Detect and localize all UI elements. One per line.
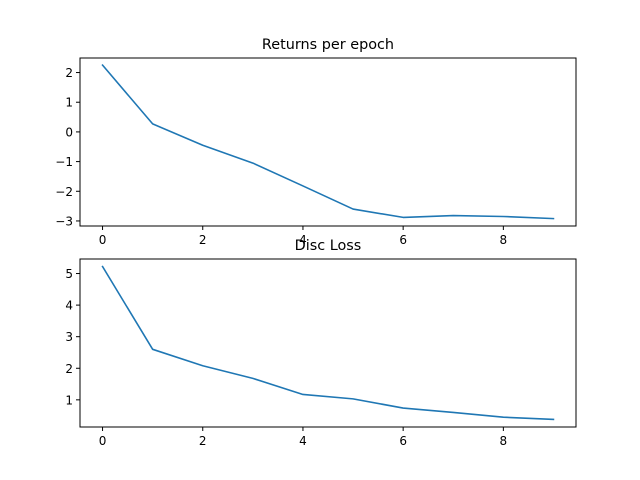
disc-loss-x-ticks: 0 2 4 6 8	[99, 427, 507, 448]
returns-chart-title: Returns per epoch	[262, 37, 394, 53]
returns-y-tick-label: −3	[55, 214, 73, 228]
returns-x-tick-label: 4	[299, 233, 307, 247]
returns-x-tick-label: 0	[99, 233, 107, 247]
returns-x-tick-label: 6	[399, 233, 407, 247]
disc-loss-y-tick-label: 4	[65, 299, 73, 313]
returns-x-ticks: 0 2 4 6 8	[99, 226, 507, 247]
returns-y-tick-label: 0	[65, 125, 73, 139]
returns-x-tick-label: 2	[199, 233, 207, 247]
disc-loss-x-tick-label: 8	[500, 434, 508, 448]
subplot-disc-loss: Disc Loss 0 2 4 6 8 1 2 3 4 5	[65, 238, 577, 448]
returns-axes-frame	[79, 57, 577, 227]
returns-x-tick-label: 8	[500, 233, 508, 247]
disc-loss-chart-title: Disc Loss	[295, 238, 362, 254]
disc-loss-y-tick-label: 2	[65, 362, 73, 376]
returns-series-line-0	[101, 63, 555, 220]
disc-loss-x-tick-label: 4	[299, 434, 307, 448]
returns-y-tick-label: 1	[65, 96, 73, 110]
disc-loss-y-tick-label: 1	[65, 393, 73, 407]
returns-y-tick-label: 2	[65, 66, 73, 80]
disc-loss-y-tick-label: 3	[65, 330, 73, 344]
disc-loss-x-tick-label: 2	[199, 434, 207, 448]
disc-loss-y-ticks: 1 2 3 4 5	[65, 267, 80, 407]
disc-loss-series-layer	[101, 265, 555, 421]
returns-y-tick-label: −1	[55, 155, 73, 169]
disc-loss-y-tick-label: 5	[65, 267, 73, 281]
disc-loss-series-line-0	[101, 265, 555, 421]
returns-y-tick-label: −2	[55, 185, 73, 199]
returns-y-ticks: −3 −2 −1 0 1 2	[55, 66, 80, 228]
disc-loss-x-tick-label: 6	[399, 434, 407, 448]
disc-loss-axes-frame	[79, 258, 577, 428]
disc-loss-x-tick-label: 0	[99, 434, 107, 448]
returns-series-layer	[101, 63, 555, 220]
subplot-returns: Returns per epoch 0 2 4 6 8 −3 −2 −1 0 1 2	[55, 37, 577, 247]
